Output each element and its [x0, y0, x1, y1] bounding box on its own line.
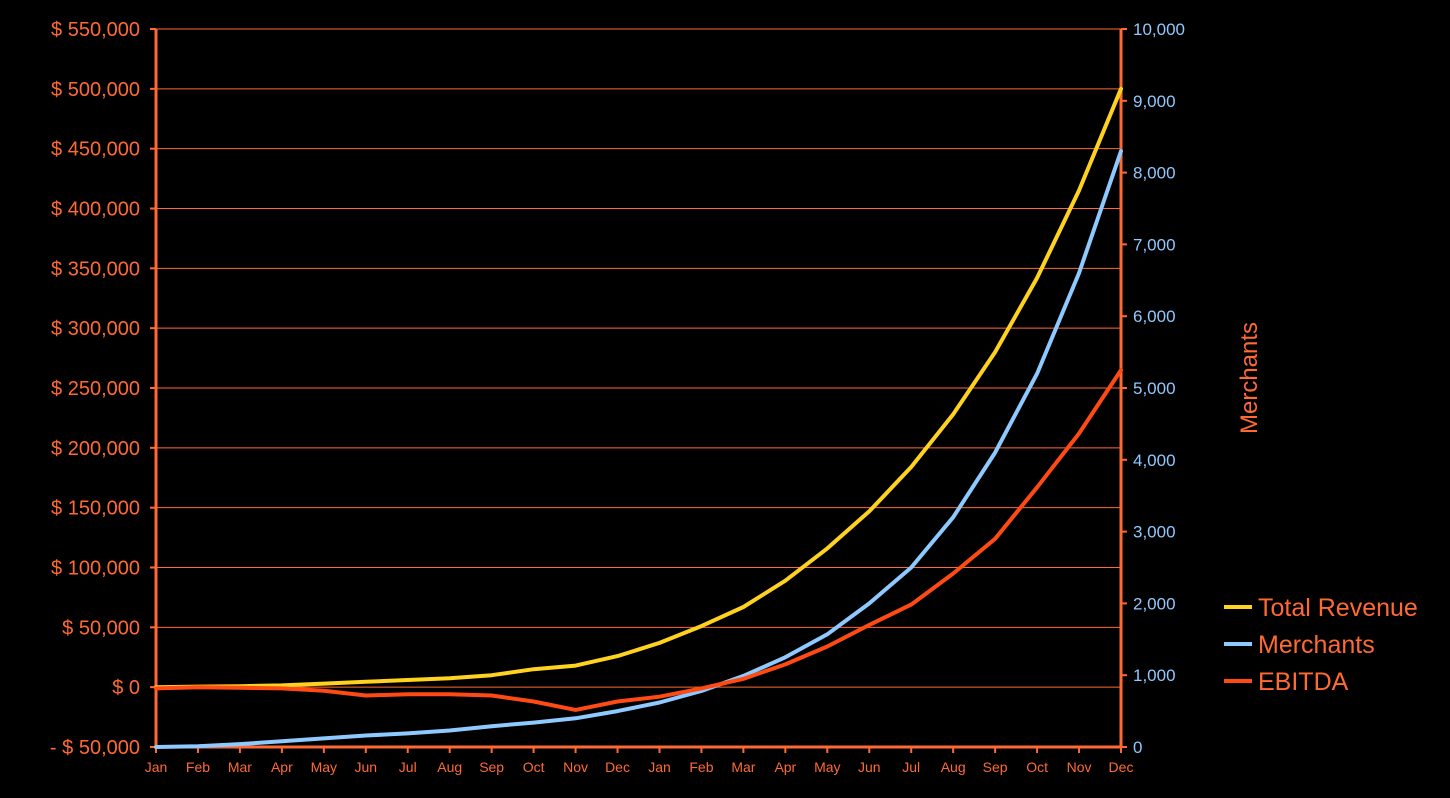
x-tick-label: Aug — [437, 759, 462, 775]
x-tick-label: Feb — [186, 759, 210, 775]
x-tick-label: May — [311, 759, 337, 775]
x-tick-label: Mar — [731, 759, 755, 775]
series-line-merchants — [154, 149, 1123, 749]
x-tick-label: Feb — [689, 759, 713, 775]
right-tick-label: 9,000 — [1133, 92, 1176, 111]
x-tick-label: Jul — [399, 759, 417, 775]
x-tick-label: Jan — [145, 759, 168, 775]
x-tick-label: Jun — [354, 759, 377, 775]
x-tick-label: Sep — [983, 759, 1008, 775]
x-tick-label: Dec — [605, 759, 630, 775]
x-tick-label: Nov — [1067, 759, 1092, 775]
left-tick-label: $ 250,000 — [51, 378, 140, 400]
legend-label: Total Revenue — [1258, 594, 1418, 622]
legend-label: EBITDA — [1258, 668, 1349, 696]
left-tick-label: $ 500,000 — [51, 79, 140, 101]
right-tick-label: 0 — [1133, 738, 1142, 757]
series-line-ebitda — [154, 368, 1123, 712]
right-axis-title: Merchants — [1236, 322, 1263, 434]
right-tick-label: 8,000 — [1133, 164, 1176, 183]
legend: Total Revenue Merchants EBITDA — [1224, 594, 1418, 696]
x-tick-label: Oct — [1026, 759, 1048, 775]
right-axis-ticks: 0 1,000 2,000 3,000 4,000 5,000 6,000 7,000 8,00… — [1133, 20, 1185, 757]
x-tick-label: Apr — [271, 759, 293, 775]
right-tick-label: 6,000 — [1133, 307, 1176, 326]
right-tick-label: 10,000 — [1133, 20, 1185, 39]
left-axis-ticks: - $ 50,000 $ 0 $ 50,000 $ 100,000 $ 150,000 $… — [50, 19, 140, 759]
x-tick-label: Sep — [479, 759, 504, 775]
right-tick-label: 4,000 — [1133, 451, 1176, 470]
right-tick-label: 3,000 — [1133, 523, 1176, 542]
left-tick-label: $ 200,000 — [51, 438, 140, 460]
x-tick-label: Mar — [228, 759, 252, 775]
x-tick-label: Dec — [1109, 759, 1134, 775]
left-tick-label: $ 550,000 — [51, 19, 140, 41]
series-lines — [154, 86, 1123, 749]
x-tick-label: May — [814, 759, 840, 775]
left-tick-label: $ 100,000 — [51, 558, 140, 580]
x-tick-label: Aug — [941, 759, 966, 775]
x-tick-label: Jun — [858, 759, 881, 775]
left-tick-label: $ 400,000 — [51, 199, 140, 221]
right-tick-label: 5,000 — [1133, 379, 1176, 398]
left-tick-label: $ 0 — [112, 677, 140, 699]
left-tick-label: $ 350,000 — [51, 258, 140, 280]
series-line-total-revenue — [154, 86, 1123, 690]
x-tick-label: Jul — [902, 759, 920, 775]
left-tick-label: $ 50,000 — [62, 617, 140, 639]
right-tick-label: 2,000 — [1133, 594, 1176, 613]
x-tick-label: Oct — [523, 759, 545, 775]
gridlines — [156, 28, 1121, 688]
right-tick-label: 1,000 — [1133, 666, 1176, 685]
axes — [150, 28, 1127, 753]
x-tick-label: Jan — [648, 759, 671, 775]
left-tick-label: $ 300,000 — [51, 318, 140, 340]
left-tick-label: $ 450,000 — [51, 139, 140, 161]
x-axis-ticks: Jan Feb Mar Apr May Jun Jul Aug Sep Oct Nov Dec Jan F… — [145, 759, 1134, 775]
left-tick-label: $ 150,000 — [51, 498, 140, 520]
left-tick-label: - $ 50,000 — [50, 737, 140, 759]
legend-label: Merchants — [1258, 631, 1375, 659]
x-tick-label: Apr — [774, 759, 796, 775]
right-tick-label: 7,000 — [1133, 235, 1176, 254]
x-tick-label: Nov — [563, 759, 588, 775]
